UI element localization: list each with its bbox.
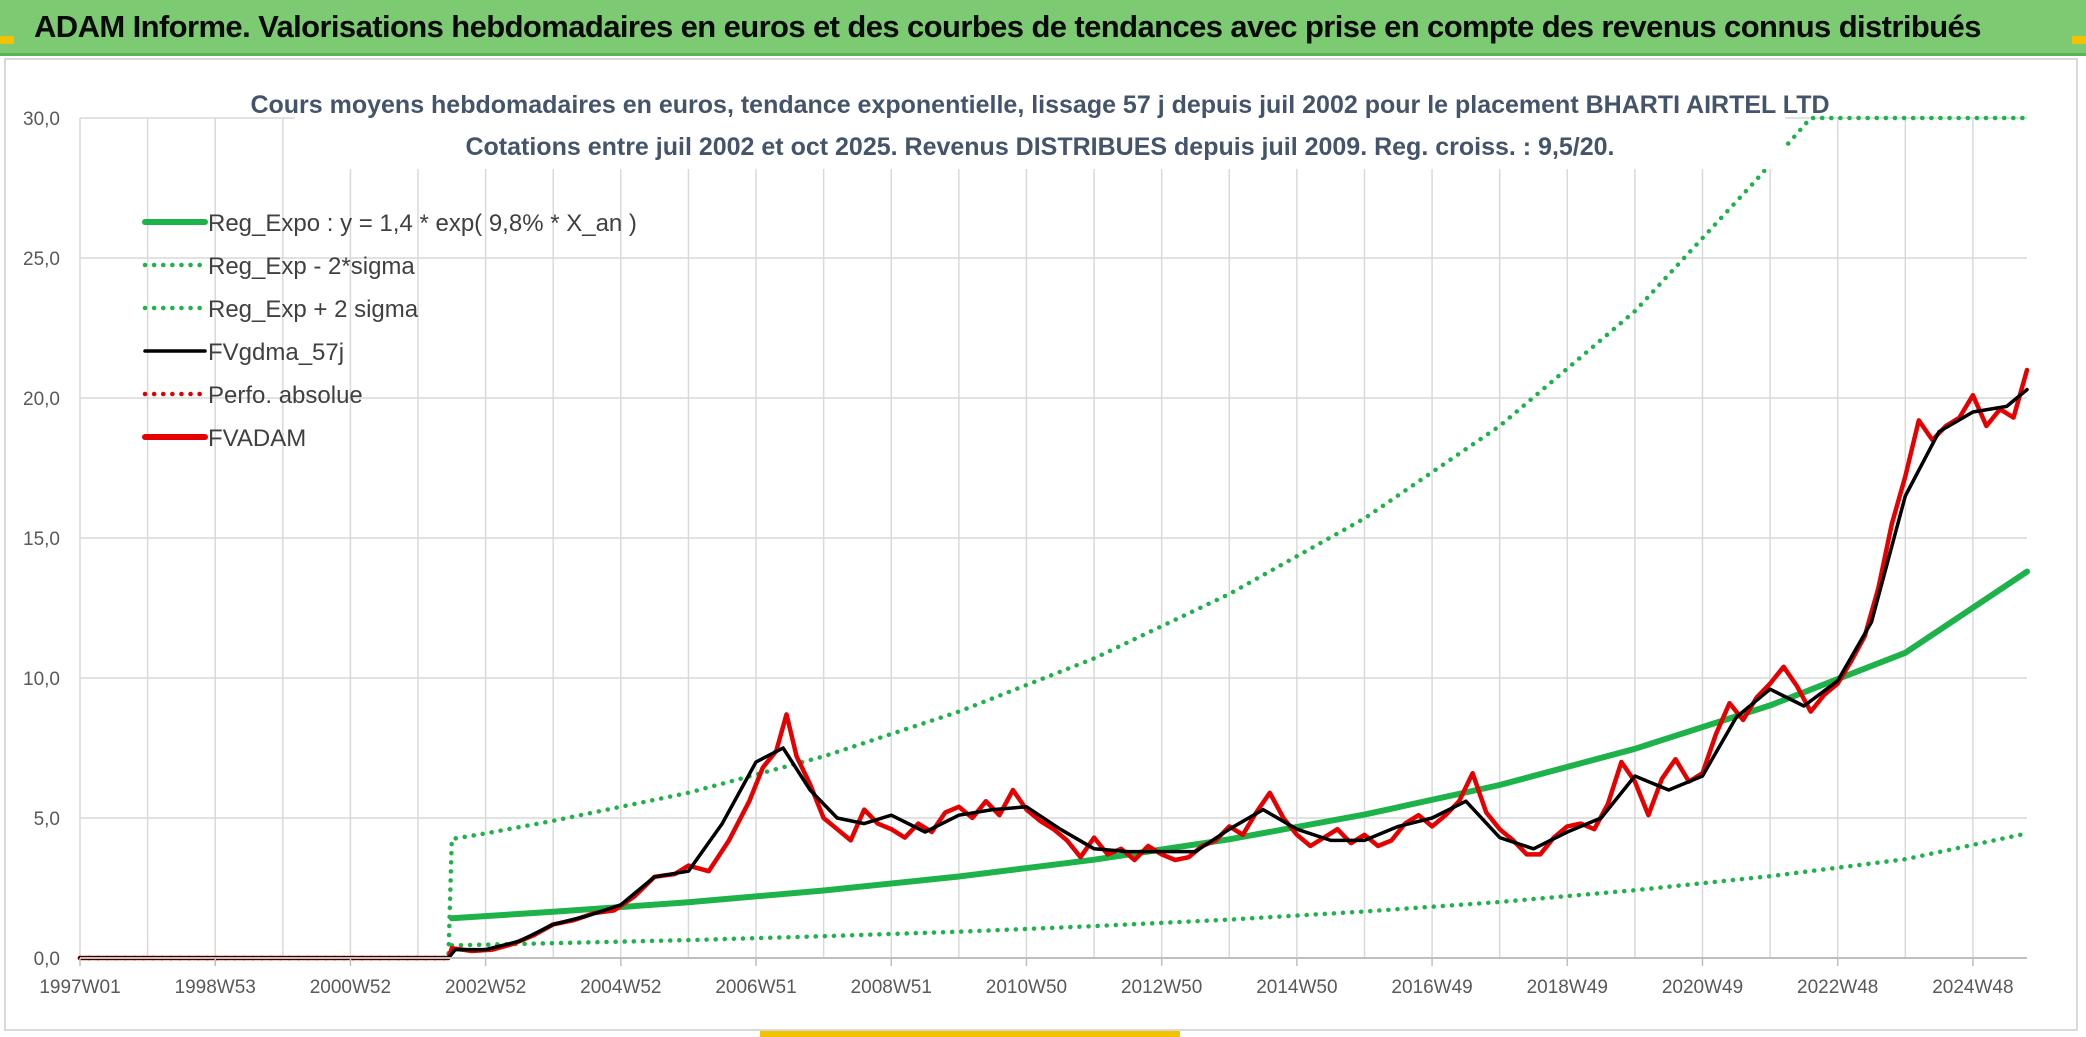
reg-expo-line	[448, 568, 2030, 922]
legend-label: Reg_Expo : y = 1,4 * exp( 9,8% * X_an )	[208, 210, 637, 237]
fvadam-line	[77, 367, 2030, 961]
reg-minus-2sigma-line	[449, 831, 2030, 948]
legend-label: FVgdma_57j	[208, 339, 344, 366]
legend-label: Reg_Exp + 2 sigma	[208, 296, 419, 323]
y-tick-label: 15,0	[23, 529, 60, 550]
x-tick-label: 2004W52	[580, 977, 661, 998]
y-tick-label: 10,0	[23, 669, 60, 690]
fvgdma-57j-line	[78, 387, 2029, 960]
x-tick-label: 2006W51	[715, 977, 796, 998]
chart-title-line1: Cours moyens hebdomadaires en euros, ten…	[250, 91, 1829, 119]
legend-label: FVADAM	[208, 425, 306, 452]
x-tick-label: 2018W49	[1527, 977, 1608, 998]
report-title-bar: ADAM Informe. Valorisations hebdomadaire…	[0, 0, 2086, 56]
x-tick-label: 2010W50	[986, 977, 1067, 998]
x-tick-label: 1998W53	[175, 977, 256, 998]
chart-title-block: Cours moyens hebdomadaires en euros, ten…	[250, 83, 1830, 169]
corner-accent-right	[2072, 36, 2086, 44]
series-layer	[77, 115, 2030, 961]
x-tick-label: 2002W52	[445, 977, 526, 998]
x-tick-label: 2024W48	[1932, 977, 2013, 998]
bottom-accent	[760, 1030, 1180, 1037]
x-tick-label: 1997W01	[39, 977, 120, 998]
x-tick-label: 2022W48	[1797, 977, 1878, 998]
reg-plus-2sigma-line	[77, 115, 2030, 961]
x-tick-label: 2020W49	[1662, 977, 1743, 998]
y-tick-label: 5,0	[34, 809, 60, 830]
legend-label: Reg_Exp - 2*sigma	[208, 253, 415, 280]
title-background	[295, 83, 1785, 169]
chart-frame	[4, 58, 2078, 1031]
x-tick-label: 2008W51	[851, 977, 932, 998]
axes: 0,0 5,0 10,0 15,0 20,0 25,0 30,0 1997W01 1998W53…	[23, 109, 2027, 998]
chart-title-line2: Cotations entre juil 2002 et oct 2025. R…	[465, 133, 1614, 161]
x-tick-label: 2012W50	[1121, 977, 1202, 998]
y-tick-label: 0,0	[34, 949, 60, 970]
corner-accent-left	[0, 36, 14, 44]
x-tick-label: 2000W52	[310, 977, 391, 998]
x-tick-label: 2014W50	[1256, 977, 1337, 998]
y-tick-label: 25,0	[23, 249, 60, 270]
legend: Reg_Expo : y = 1,4 * exp( 9,8% * X_an ) R…	[142, 210, 637, 452]
legend-label: Perfo. absolue	[208, 382, 363, 409]
report-title: ADAM Informe. Valorisations hebdomadaire…	[34, 9, 1981, 44]
grid	[79, 117, 2027, 959]
y-tick-label: 30,0	[23, 109, 60, 130]
x-tick-label: 2016W49	[1391, 977, 1472, 998]
y-tick-label: 20,0	[23, 389, 60, 410]
